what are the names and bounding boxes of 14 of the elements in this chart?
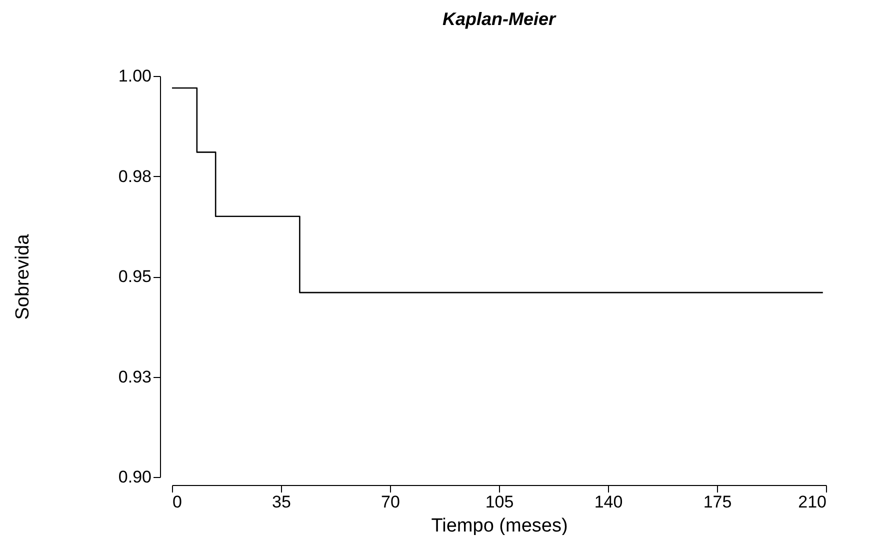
chart-title: Kaplan-Meier [442, 9, 557, 29]
y-axis-title: Sobrevida [12, 234, 34, 320]
x-tick-label: 70 [381, 492, 400, 512]
x-tick-label: 105 [485, 492, 514, 512]
x-tick-label: 175 [703, 492, 732, 512]
y-tick-label: 0.90 [118, 468, 152, 486]
x-tick-label: 210 [798, 492, 826, 512]
y-tick-label: 0.93 [118, 367, 152, 386]
y-tick-label: 1.00 [118, 66, 152, 86]
y-tick-label: 0.98 [118, 166, 152, 186]
x-tick-label: 140 [594, 492, 623, 512]
x-tick-label: 35 [272, 492, 291, 512]
y-tick-label: 0.95 [118, 267, 152, 286]
x-tick-label: 0 [172, 492, 182, 512]
